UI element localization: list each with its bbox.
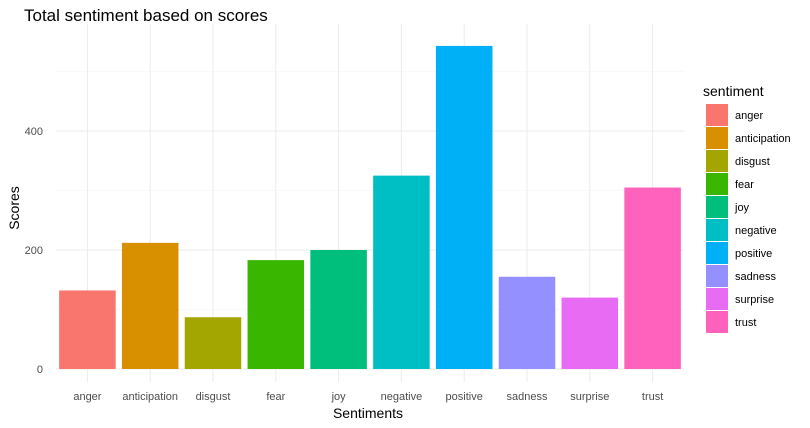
y-tick-label: 200 <box>25 245 43 257</box>
legend-label-negative: negative <box>735 225 777 237</box>
x-tick-label-positive: positive <box>446 391 483 403</box>
legend-label-anticipation: anticipation <box>735 133 791 145</box>
legend-swatch-anticipation <box>706 127 728 149</box>
legend-title: sentiment <box>703 83 764 99</box>
plot-bars <box>59 45 681 369</box>
x-tick-label-sadness: sadness <box>507 391 548 403</box>
x-tick-label-surprise: surprise <box>570 391 609 403</box>
legend-swatch-joy <box>706 196 728 218</box>
legend-label-surprise: surprise <box>735 294 774 306</box>
chart-title: Total sentiment based on scores <box>24 6 268 25</box>
bar-trust <box>624 187 681 369</box>
x-axis-title: Sentiments <box>333 405 403 421</box>
bar-disgust <box>184 317 242 369</box>
legend-label-trust: trust <box>735 317 756 329</box>
legend-label-fear: fear <box>735 179 754 191</box>
legend-label-positive: positive <box>735 248 772 260</box>
legend-label-sadness: sadness <box>735 271 776 283</box>
legend-swatch-negative <box>706 219 728 241</box>
x-tick-label-fear: fear <box>266 391 285 403</box>
legend-swatch-sadness <box>706 265 728 287</box>
legend-swatch-surprise <box>706 288 728 310</box>
x-tick-label-disgust: disgust <box>196 391 231 403</box>
bar-anger <box>59 290 116 369</box>
y-axis-ticks: 0 200 400 <box>25 126 43 376</box>
x-tick-label-anger: anger <box>73 391 101 403</box>
bar-sadness <box>498 276 556 369</box>
x-tick-label-negative: negative <box>381 391 423 403</box>
legend-label-disgust: disgust <box>735 156 770 168</box>
y-axis-title: Scores <box>6 186 22 230</box>
x-axis-ticks: anger anticipation disgust fear joy negative p… <box>73 391 663 403</box>
y-tick-label: 400 <box>25 126 43 138</box>
bar-negative <box>373 175 430 369</box>
legend-swatch-positive <box>706 242 728 264</box>
bar-positive <box>435 45 493 369</box>
bar-fear <box>247 260 305 369</box>
x-tick-label-anticipation: anticipation <box>122 391 178 403</box>
legend-swatch-fear <box>706 173 728 195</box>
legend-swatch-disgust <box>706 150 728 172</box>
x-tick-label-joy: joy <box>331 391 347 403</box>
bar-surprise <box>561 297 619 369</box>
bar-joy <box>310 250 367 369</box>
x-tick-label-trust: trust <box>642 391 663 403</box>
y-tick-label: 0 <box>37 364 43 376</box>
legend-swatch-anger <box>706 104 728 126</box>
legend-label-joy: joy <box>734 202 750 214</box>
legend-label-anger: anger <box>735 110 763 122</box>
legend-swatch-trust <box>706 311 728 333</box>
bar-anticipation <box>121 242 179 369</box>
chart-legend: sentiment anger anticipation disgust fear jo… <box>703 83 791 333</box>
